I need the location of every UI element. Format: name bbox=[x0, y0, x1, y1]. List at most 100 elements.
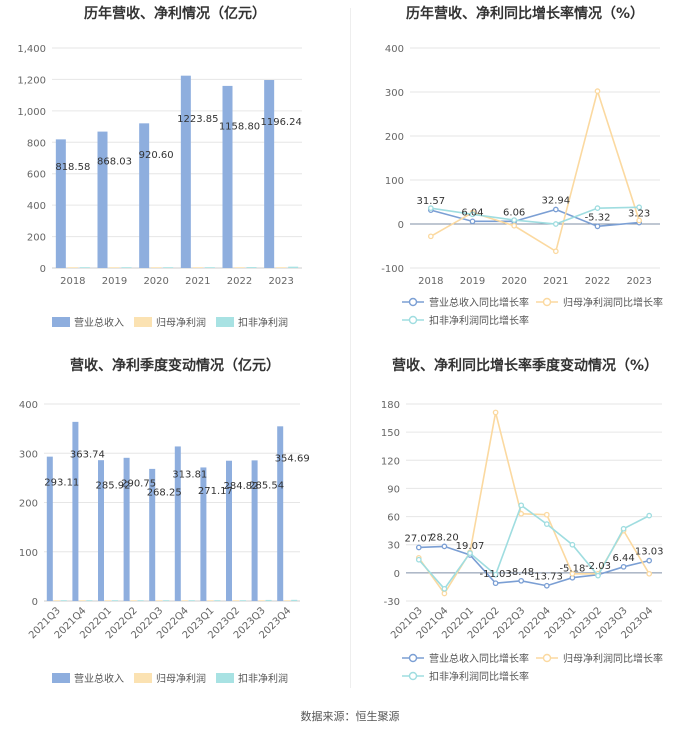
quarterly-revenue-profit-chart: 营收、净利季度变动情况（亿元） 0 100 200 300 400 2021Q3 2021Q4… bbox=[0, 352, 350, 702]
data-label: -11.03 bbox=[479, 569, 511, 580]
bar-revenue bbox=[264, 80, 275, 268]
y-tick-label: 200 bbox=[27, 233, 46, 244]
data-point bbox=[552, 221, 559, 227]
y-tick-label: 400 bbox=[385, 44, 404, 55]
bar-revenue bbox=[123, 457, 130, 601]
data-point bbox=[569, 541, 576, 548]
chart-title: 历年营收、净利情况（亿元） bbox=[84, 5, 266, 22]
data-point bbox=[594, 88, 601, 94]
data-point bbox=[569, 570, 576, 577]
data-label: 313.81 bbox=[172, 469, 207, 480]
y-tick-label: 300 bbox=[385, 88, 404, 99]
data-point bbox=[620, 525, 627, 532]
y-tick-label: 150 bbox=[381, 428, 400, 439]
annual-growth-rate-svg: 历年营收、净利同比增长率情况（%） -100 0 100 200 300 400 2018 20… bbox=[381, 5, 663, 327]
data-point bbox=[441, 543, 448, 550]
data-label: 3.23 bbox=[628, 209, 650, 220]
y-tick-label: 400 bbox=[19, 400, 38, 411]
chart-title: 营收、净利季度变动情况（亿元） bbox=[70, 357, 280, 374]
bar-deducted-profit bbox=[121, 267, 132, 268]
bar-revenue bbox=[277, 426, 284, 601]
bar-revenue bbox=[222, 85, 233, 268]
bar-deducted-profit bbox=[240, 600, 246, 601]
bar-net-profit bbox=[207, 600, 214, 601]
data-label: 1196.24 bbox=[260, 117, 301, 128]
data-label: 6.04 bbox=[461, 207, 483, 218]
annual-revenue-profit-svg: 历年营收、净利情况（亿元） 0 200 400 600 800 1,000 1,200 1,40… bbox=[17, 5, 302, 329]
y-tick-label: 0 bbox=[398, 220, 404, 231]
legend-label: 扣非净利润 bbox=[238, 672, 288, 685]
bar-net-profit bbox=[109, 267, 120, 268]
data-label: 1158.80 bbox=[219, 122, 260, 133]
data-point bbox=[636, 217, 643, 224]
legend-label: 归母净利润同比增长率 bbox=[563, 296, 663, 309]
data-point bbox=[492, 571, 499, 578]
data-label: 19.07 bbox=[456, 541, 485, 552]
series-line bbox=[418, 504, 650, 591]
data-point bbox=[469, 218, 476, 225]
data-point bbox=[543, 521, 550, 527]
data-point bbox=[646, 512, 653, 519]
bar-revenue bbox=[251, 460, 258, 601]
data-label: 32.94 bbox=[542, 196, 571, 207]
y-tick-label: 60 bbox=[387, 513, 400, 524]
bar-net-profit bbox=[79, 600, 86, 601]
legend-label: 归母净利润 bbox=[156, 316, 206, 329]
data-point bbox=[467, 550, 473, 557]
y-tick-label: 200 bbox=[385, 132, 404, 143]
bar-deducted-profit bbox=[291, 599, 298, 601]
data-label: 6.44 bbox=[612, 553, 634, 564]
bar-deducted-profit bbox=[163, 267, 174, 268]
data-label: 285.54 bbox=[249, 480, 284, 491]
bar-deducted-profit bbox=[60, 600, 67, 601]
bar-net-profit bbox=[258, 600, 265, 601]
data-label: 920.60 bbox=[139, 150, 174, 161]
bar-net-profit bbox=[53, 600, 60, 601]
data-point bbox=[543, 582, 550, 589]
legend-swatch bbox=[134, 317, 152, 327]
bar-revenue bbox=[200, 467, 207, 601]
data-point bbox=[492, 580, 499, 587]
data-point bbox=[427, 233, 434, 240]
data-label: 868.03 bbox=[97, 156, 132, 167]
data-label: 268.25 bbox=[147, 487, 182, 498]
data-point bbox=[594, 205, 601, 212]
bar-deducted-profit bbox=[86, 600, 93, 601]
data-label: 271.17 bbox=[198, 486, 233, 497]
data-point bbox=[543, 511, 550, 518]
bar-revenue bbox=[72, 421, 79, 601]
x-tick-label: 2023 bbox=[268, 276, 293, 287]
data-label: 293.11 bbox=[44, 478, 79, 489]
y-tick-label: 100 bbox=[19, 548, 38, 559]
x-tick-label: 2021 bbox=[185, 276, 210, 287]
bar-revenue bbox=[97, 131, 108, 268]
legend-swatch bbox=[134, 673, 152, 683]
bar-net-profit bbox=[156, 600, 163, 601]
series-line bbox=[430, 88, 640, 253]
data-point bbox=[518, 577, 525, 584]
bar-deducted-profit bbox=[214, 600, 221, 601]
data-point bbox=[511, 217, 518, 223]
legend-label: 归母净利润 bbox=[156, 672, 206, 685]
data-point bbox=[469, 211, 476, 218]
y-tick-label: 1,000 bbox=[17, 107, 46, 118]
y-tick-label: 0 bbox=[394, 569, 400, 580]
data-label: 354.69 bbox=[275, 453, 310, 464]
quarterly-growth-rate-chart: 营收、净利同比增长率季度变动情况（%） -30 0 30 60 90 120 150 180 20… bbox=[350, 352, 700, 702]
bar-revenue bbox=[55, 139, 66, 268]
data-point bbox=[518, 510, 525, 517]
data-point bbox=[620, 563, 627, 570]
legend-swatch bbox=[52, 673, 70, 683]
bar-deducted-profit bbox=[288, 266, 299, 268]
y-tick-label: 0 bbox=[32, 597, 38, 608]
bar-net-profit bbox=[284, 600, 291, 601]
bar-revenue bbox=[174, 446, 181, 601]
bar-revenue bbox=[139, 123, 150, 268]
y-tick-label: 120 bbox=[381, 456, 400, 467]
legend-label: 营业总收入 bbox=[74, 316, 124, 329]
legend-swatch bbox=[216, 317, 234, 327]
data-point bbox=[415, 556, 422, 563]
legend-marker bbox=[542, 653, 552, 663]
y-tick-label: 1,400 bbox=[17, 44, 46, 55]
bar-deducted-profit bbox=[79, 267, 90, 268]
